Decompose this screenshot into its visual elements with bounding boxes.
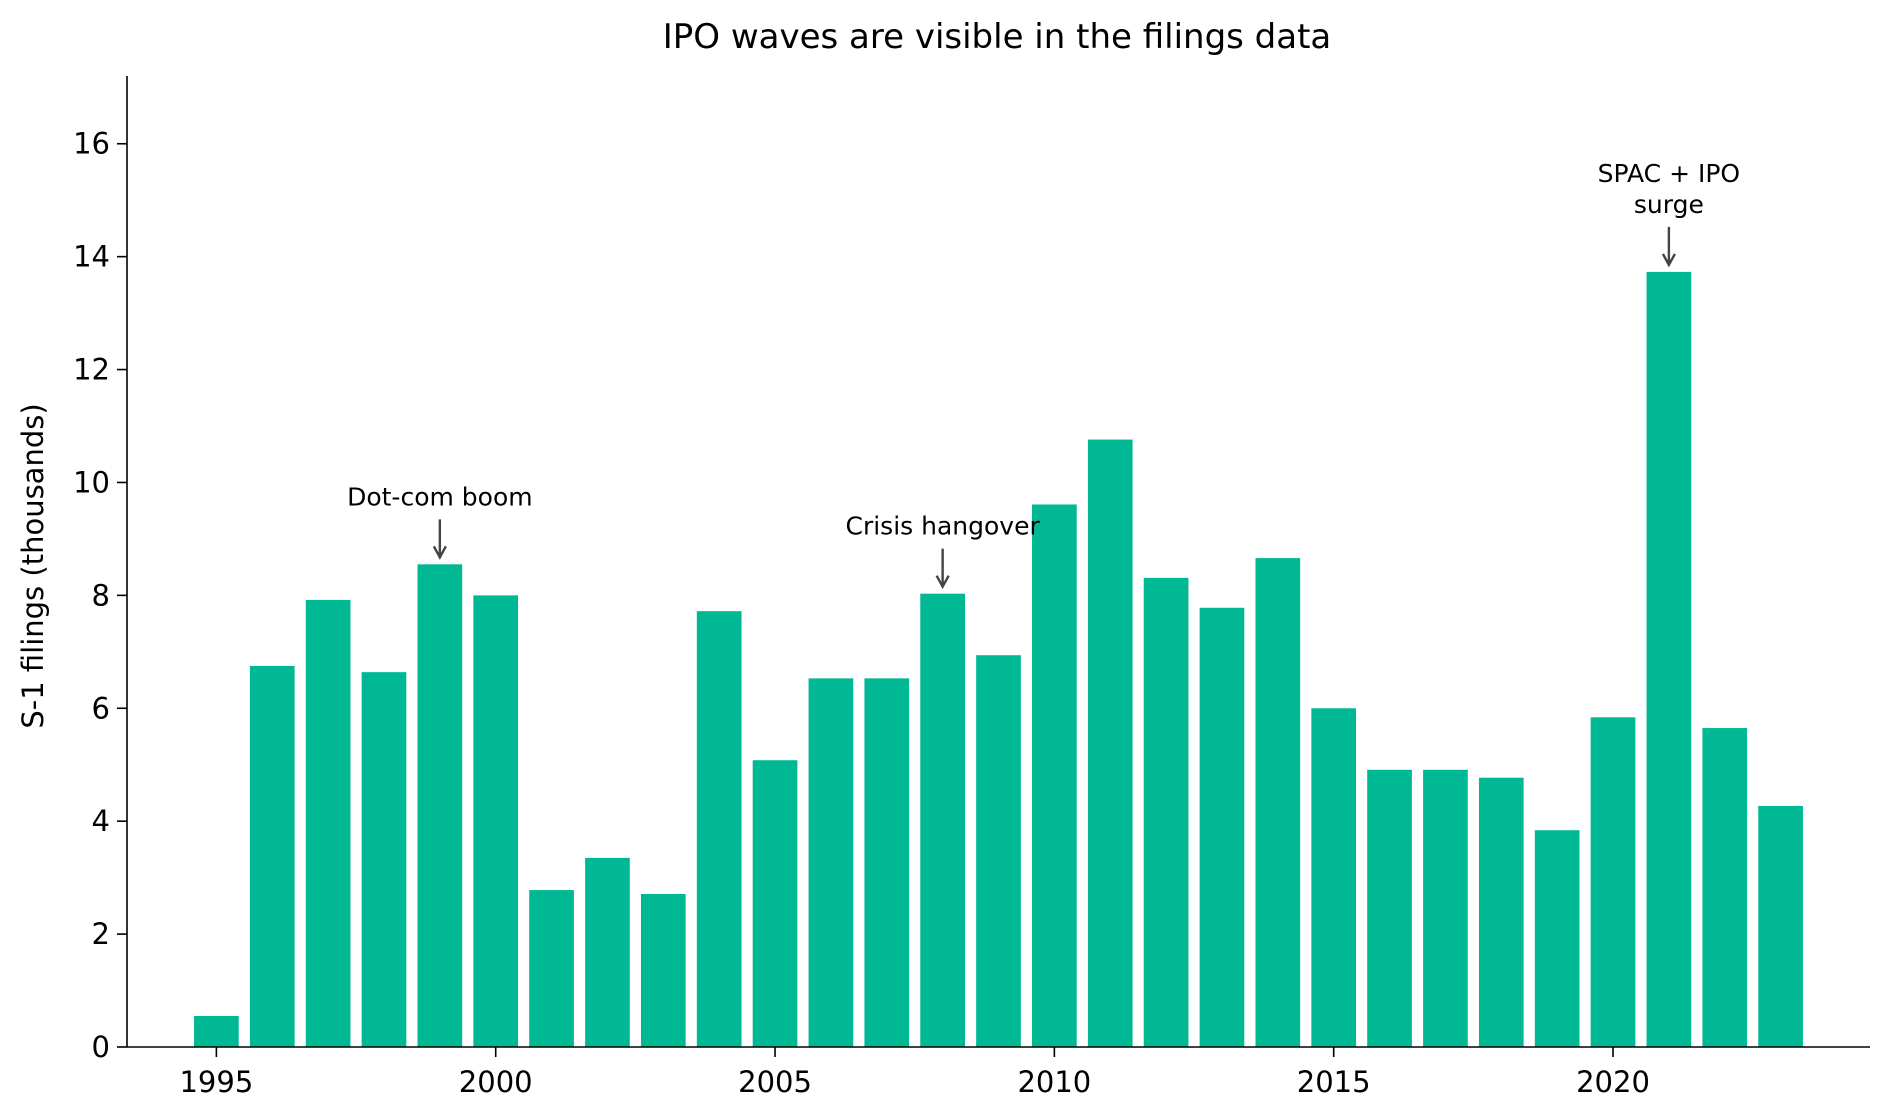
bar-2012: [1143, 577, 1189, 1047]
chart-title: IPO waves are visible in the filings dat…: [663, 17, 1332, 57]
y-axis-ticks: 0 2 4 6 8 10 12 14 16: [73, 127, 127, 1064]
annotation: Crisis hangover: [846, 512, 1041, 590]
bar-2022: [1702, 728, 1748, 1047]
annotation-label: SPAC + IPO: [1598, 159, 1740, 188]
y-tick-label: 4: [92, 804, 110, 838]
bar-2010: [1032, 504, 1077, 1048]
annotation-label: Crisis hangover: [846, 512, 1041, 541]
bar-1995: [194, 1015, 239, 1047]
y-axis-label: S-1 filings (thousands): [16, 403, 50, 728]
annotation-arrow: [935, 548, 950, 590]
bar-2018: [1478, 777, 1524, 1047]
bar-2021: [1646, 271, 1692, 1047]
annotation-label: Dot-com boom: [347, 482, 533, 511]
bar-2011: [1087, 439, 1133, 1047]
y-tick-label: 0: [92, 1030, 110, 1064]
annotation-arrow: [432, 519, 447, 560]
bar-2017: [1423, 769, 1468, 1047]
bar-1998: [361, 672, 407, 1047]
bar-2016: [1367, 769, 1412, 1047]
bar-2001: [529, 890, 574, 1047]
bar-2003: [640, 894, 686, 1047]
x-tick-label: 2015: [1297, 1065, 1371, 1099]
annotation-group: Dot-com boom Crisis hangover SPAC + IPOsur…: [347, 159, 1740, 590]
annotation-arrow: [1661, 226, 1676, 268]
x-tick-label: 1995: [179, 1065, 253, 1099]
x-tick-label: 2010: [1017, 1065, 1091, 1099]
y-tick-label: 2: [92, 917, 110, 951]
y-tick-label: 6: [92, 691, 110, 725]
bar-2000: [473, 595, 519, 1047]
annotation-label: surge: [1634, 190, 1704, 219]
bar-2015: [1311, 708, 1357, 1047]
bar-2020: [1590, 717, 1636, 1047]
x-tick-label: 2000: [459, 1065, 533, 1099]
x-tick-label: 2020: [1576, 1065, 1650, 1099]
bar-2013: [1199, 607, 1245, 1047]
bar-1996: [249, 665, 295, 1047]
x-tick-label: 2005: [738, 1065, 812, 1099]
bar-2019: [1534, 830, 1580, 1047]
bar-1999: [417, 564, 463, 1047]
y-tick-label: 16: [73, 127, 110, 161]
annotation: Dot-com boom: [347, 482, 533, 560]
bar-2023: [1758, 805, 1803, 1047]
y-tick-label: 8: [92, 578, 110, 612]
bar-2004: [696, 611, 742, 1047]
x-axis-ticks: 1995 2000 2005 2010 2015 2020: [179, 1047, 1650, 1099]
y-tick-label: 12: [73, 353, 110, 387]
bar-2009: [976, 655, 1021, 1047]
y-tick-label: 14: [73, 240, 110, 274]
bar-2007: [864, 678, 910, 1047]
bar-2014: [1255, 558, 1301, 1047]
bar-2002: [585, 857, 630, 1047]
y-tick-label: 10: [73, 465, 110, 499]
bar-series: [194, 271, 1803, 1048]
bar-1997: [305, 599, 351, 1047]
bar-2006: [808, 678, 854, 1047]
bar-2005: [752, 760, 798, 1047]
bar-2008: [920, 593, 965, 1047]
